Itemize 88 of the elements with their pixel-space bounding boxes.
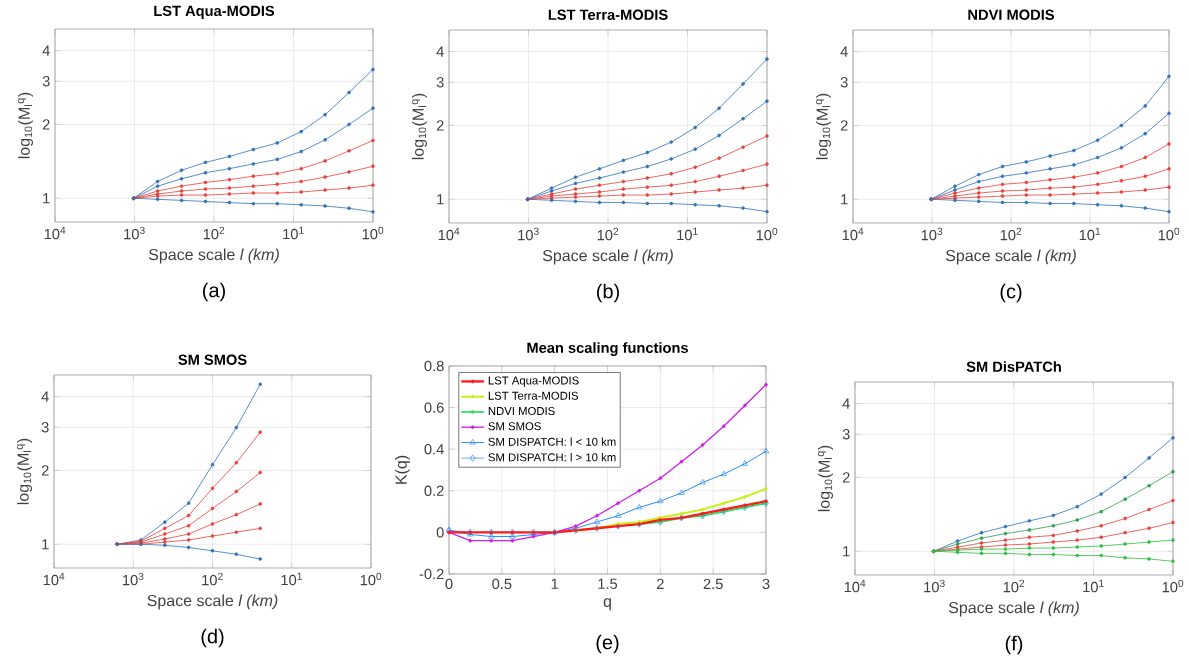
x-tick-label: 10$^{4}$: [438, 227, 460, 241]
y-tick-label: 1: [843, 546, 850, 557]
y-tick-label: 2: [41, 465, 49, 476]
x-axis-title: Space scale l (km): [542, 249, 673, 265]
legend-label: SM DISPATCH: l > 10 km: [488, 453, 616, 462]
y-tick-label: 3: [842, 429, 850, 440]
chart-title: SM SMOS: [178, 354, 247, 365]
y-tick-label: 1: [841, 194, 848, 205]
x-tick-label: 10$^{4}$: [43, 572, 65, 586]
legend-label: LST Terra-MODIS: [488, 391, 579, 400]
x-tick-label: 2.5: [703, 578, 723, 590]
x-tick-label: 10$^{1}$: [677, 227, 698, 241]
y-tick-label: 4: [41, 391, 49, 402]
chart-title: Mean scaling functions: [527, 342, 688, 356]
x-tick-label: 10$^{3}$: [924, 579, 945, 593]
y-tick-label: 4: [840, 46, 848, 57]
text: (f): [1005, 635, 1023, 655]
legend-label: SM SMOS: [488, 422, 541, 431]
y-tick-label: 1: [43, 193, 50, 204]
y-tick-label: 0.6: [424, 402, 444, 413]
y-tick-label: 2: [842, 472, 850, 483]
y-tick-label: 2: [42, 119, 50, 130]
x-tick-label: 0: [445, 578, 453, 590]
legend-label: NDVI MODIS: [488, 406, 555, 415]
x-tick-label: 10$^{3}$: [123, 572, 144, 586]
y-tick-label: 0.4: [424, 444, 444, 455]
y-tick-label: 1: [437, 194, 444, 205]
x-tick-label: 10$^{0}$: [360, 572, 382, 586]
x-tick-label: 10$^{1}$: [283, 226, 304, 240]
x-tick-label: 10$^{0}$: [1162, 579, 1184, 593]
y-axis-title: log$_{10}$(M$_{l}$$^{q}$): [18, 92, 33, 159]
x-tick-label: 3: [762, 578, 770, 590]
y-tick-label: 4: [42, 45, 50, 56]
legend-label: SM DISPATCH: l < 10 km: [488, 437, 616, 446]
x-tick-label: 1.5: [598, 578, 618, 589]
x-tick-label: 10$^{2}$: [1000, 227, 1022, 241]
y-tick-label: 2: [436, 120, 444, 131]
x-tick-label: 10$^{4}$: [842, 227, 864, 241]
x-axis-title: Space scale l (km): [147, 594, 278, 610]
x-tick-label: 10$^{4}$: [44, 226, 66, 240]
x-axis-title: Space scale l (km): [945, 249, 1076, 265]
y-axis-title: log$_{10}$(M$_{l}$$^{q}$): [412, 93, 427, 160]
text: (d): [201, 628, 224, 648]
x-tick-label: 10$^{1}$: [281, 572, 302, 586]
y-tick-label: 3: [42, 76, 50, 87]
y-axis-title: log$_{10}$(M$_{l}$$^{q}$): [818, 445, 833, 512]
x-tick-label: 10$^{2}$: [202, 572, 223, 586]
x-tick-label: 10$^{3}$: [124, 226, 145, 240]
x-tick-label: 0.5: [492, 578, 512, 590]
text: (b): [597, 283, 619, 303]
text: (c): [1000, 283, 1022, 303]
y-tick-label: 0.8: [424, 360, 444, 372]
x-tick-label: 10$^{0}$: [756, 227, 778, 241]
x-tick-label: 10$^{0}$: [1158, 227, 1180, 241]
y-tick-label: -0.2: [419, 568, 444, 580]
y-tick-label: 4: [842, 398, 850, 409]
y-axis-title: K(q): [394, 455, 410, 484]
y-tick-label: 2: [840, 120, 848, 131]
y-tick-label: 1: [42, 539, 49, 550]
chart-title: LST Terra-MODIS: [548, 9, 668, 20]
y-tick-label: 3: [436, 77, 444, 88]
x-tick-label: 10$^{3}$: [518, 227, 539, 241]
y-tick-label: 0.2: [424, 485, 444, 496]
x-tick-label: 10$^{1}$: [1083, 579, 1104, 593]
x-tick-label: 10$^{3}$: [921, 227, 943, 241]
y-tick-label: 4: [436, 46, 444, 57]
x-tick-label: 10$^{4}$: [844, 579, 866, 593]
x-tick-label: 2: [656, 578, 664, 589]
y-axis-title: log$_{10}$(M$_{l}$$^{q}$): [816, 93, 831, 160]
chart-title: SM DisPATCh: [966, 361, 1061, 372]
legend-label: LST Aqua-MODIS: [488, 376, 579, 387]
x-tick-label: 10$^{0}$: [362, 226, 384, 240]
y-tick-label: 3: [840, 77, 848, 88]
x-tick-label: 10$^{2}$: [203, 226, 225, 240]
y-axis-title: log$_{10}$(M$_{l}$$^{q}$): [17, 438, 32, 505]
chart-title: NDVI MODIS: [968, 9, 1054, 20]
y-tick-label: 0: [436, 527, 444, 538]
chart-title: LST Aqua-MODIS: [154, 5, 275, 19]
x-tick-label: 10$^{1}$: [1079, 227, 1101, 241]
text: (e): [596, 634, 619, 654]
x-tick-label: 1: [551, 578, 559, 589]
x-tick-label: 10$^{2}$: [1003, 579, 1025, 593]
x-axis-title: q: [603, 598, 611, 611]
x-axis-title: Space scale l (km): [148, 248, 279, 264]
x-axis-title: Space scale l (km): [948, 601, 1079, 617]
x-tick-label: 10$^{2}$: [597, 227, 619, 241]
y-tick-label: 3: [41, 422, 49, 433]
text: (a): [203, 282, 225, 302]
